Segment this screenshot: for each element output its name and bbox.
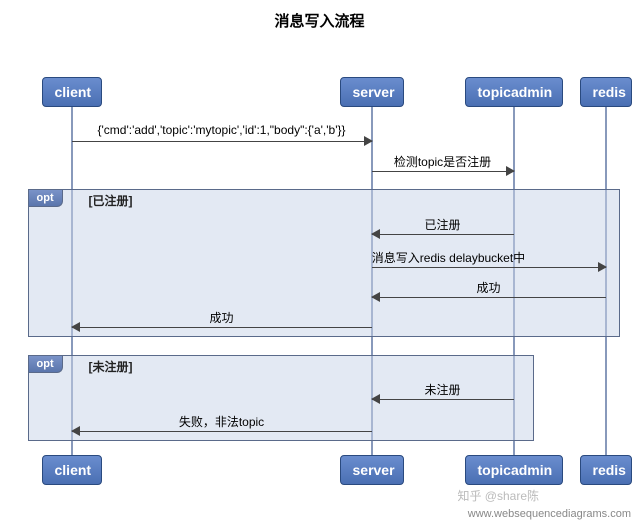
participant-server-top: server <box>340 77 404 107</box>
message-label: 成功 <box>72 309 372 326</box>
message-add-cmd: {'cmd':'add','topic':'mytopic','id':1,"b… <box>72 139 372 159</box>
arrow-right-icon <box>506 166 515 176</box>
message-label: 失败，非法topic <box>72 413 372 430</box>
arrow-right-icon <box>598 262 607 272</box>
participant-client-bottom: client <box>42 455 102 485</box>
opt-label: [已注册] <box>89 192 133 209</box>
message-success-client: 成功 <box>72 325 372 345</box>
arrow-left-icon <box>371 394 380 404</box>
participant-redis-top: redis <box>580 77 632 107</box>
message-line <box>372 171 514 172</box>
message-fail-client: 失败，非法topic <box>72 429 372 449</box>
message-line <box>372 297 606 298</box>
message-line <box>372 267 606 268</box>
message-line <box>372 234 514 235</box>
message-line <box>72 141 372 142</box>
message-label: {'cmd':'add','topic':'mytopic','id':1,"b… <box>72 123 372 137</box>
opt-tag: opt <box>29 190 63 207</box>
message-check-topic: 检测topic是否注册 <box>372 169 514 189</box>
arrow-left-icon <box>371 229 380 239</box>
diagram-title: 消息写入流程 <box>0 0 639 37</box>
participant-client-top: client <box>42 77 102 107</box>
message-line <box>72 327 372 328</box>
arrow-left-icon <box>371 292 380 302</box>
participant-topicadmin-bottom: topicadmin <box>465 455 563 485</box>
message-label: 成功 <box>372 279 606 296</box>
participant-topicadmin-top: topicadmin <box>465 77 563 107</box>
message-label: 检测topic是否注册 <box>372 153 514 170</box>
message-unregistered: 未注册 <box>372 397 514 417</box>
opt-label: [未注册] <box>89 358 133 375</box>
message-success-redis: 成功 <box>372 295 606 315</box>
message-line <box>372 399 514 400</box>
message-label: 未注册 <box>372 381 514 398</box>
message-label: 消息写入redis delaybucket中 <box>332 249 566 266</box>
arrow-left-icon <box>71 322 80 332</box>
participant-server-bottom: server <box>340 455 404 485</box>
arrow-left-icon <box>71 426 80 436</box>
arrow-right-icon <box>364 136 373 146</box>
message-line <box>72 431 372 432</box>
footer-attribution: www.websequencediagrams.com <box>468 508 631 520</box>
participant-redis-bottom: redis <box>580 455 632 485</box>
opt-tag: opt <box>29 356 63 373</box>
message-label: 已注册 <box>372 216 514 233</box>
sequence-diagram: opt [已注册] opt [未注册] client server topica… <box>10 37 630 487</box>
watermark-text: 知乎 @share陈 <box>457 487 539 504</box>
